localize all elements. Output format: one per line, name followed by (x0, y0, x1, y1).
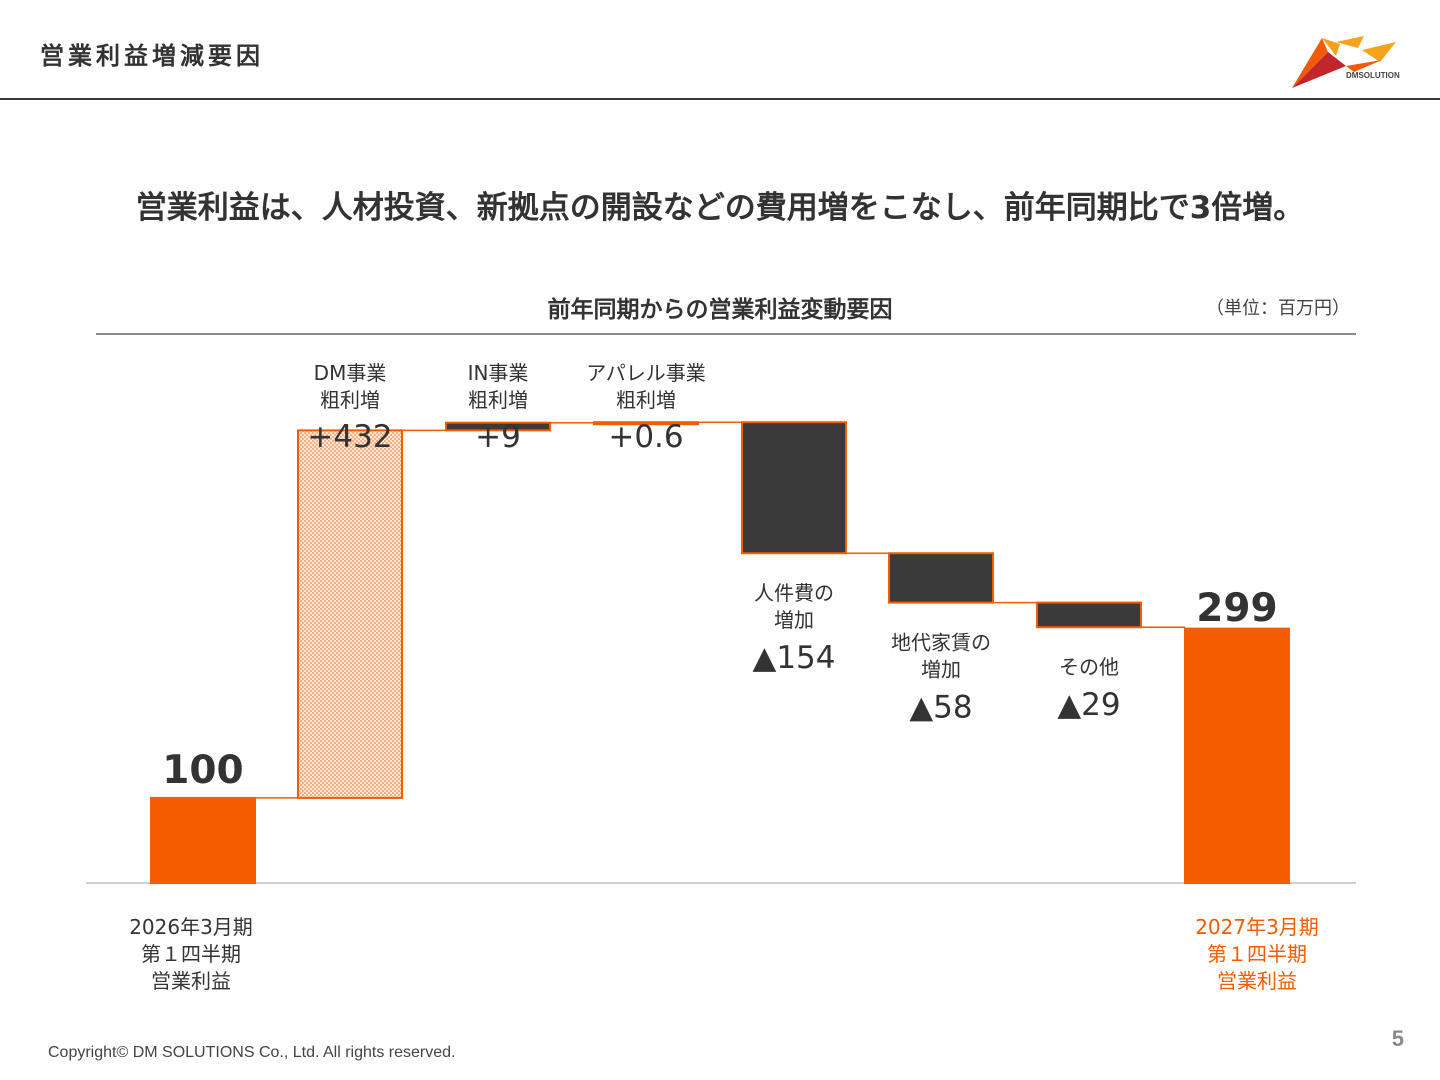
bar-dm (297, 429, 403, 799)
page-number: 5 (1391, 1026, 1404, 1051)
value-label-in: +9 (475, 419, 521, 455)
category-label-rent: 地代家賃の (891, 631, 991, 655)
category-label-start: 2026年3月期 (129, 915, 253, 939)
category-label-end: 2027年3月期 (1195, 915, 1319, 939)
copyright-text: Copyright© DM SOLUTIONS Co., Ltd. All ri… (48, 1044, 456, 1061)
category-label-rent: 増加 (921, 658, 961, 682)
category-label-start: 営業利益 (151, 969, 231, 993)
value-label-apparel: +0.6 (608, 419, 683, 455)
category-label-dm: DM事業 (314, 361, 387, 385)
category-label-personnel: 人件費の (754, 581, 834, 605)
category-label-in: IN事業 (468, 361, 529, 385)
category-label-end: 営業利益 (1217, 969, 1297, 993)
category-label-other: その他 (1059, 655, 1119, 679)
page-title: 営業利益増減要因 (40, 42, 264, 70)
bar-end (1184, 627, 1290, 884)
company-logo: DMSOLUTIONS (1292, 36, 1400, 88)
value-label-end: 299 (1196, 586, 1277, 631)
bar-personnel (741, 421, 847, 555)
chart-title: 前年同期からの営業利益変動要因 (547, 297, 893, 323)
value-label-personnel: ▲154 (752, 640, 835, 676)
unit-label: （単位：百万円） (1206, 298, 1350, 319)
bar-rent (888, 552, 994, 604)
bar-other (1036, 601, 1142, 629)
category-label-apparel: 粗利増 (616, 388, 676, 412)
category-label-in: 粗利増 (468, 388, 528, 412)
bar-in (445, 421, 551, 432)
headline: 営業利益は、人材投資、新拠点の開設などの費用増をこなし、前年同期比で3倍増。 (135, 190, 1305, 226)
bar-start (150, 796, 256, 884)
category-label-personnel: 増加 (774, 608, 814, 632)
value-label-other: ▲29 (1057, 687, 1120, 723)
value-label-rent: ▲58 (909, 690, 972, 726)
category-label-apparel: アパレル事業 (586, 361, 706, 385)
chart-top-divider (96, 333, 1356, 335)
header-divider (0, 98, 1440, 100)
category-label-start: 第１四半期 (141, 942, 241, 966)
value-label-start: 100 (162, 748, 243, 793)
category-label-end: 第１四半期 (1207, 942, 1307, 966)
logo-text: DMSOLUTIONS (1346, 71, 1400, 80)
value-label-dm: +432 (307, 419, 392, 455)
category-label-dm: 粗利増 (320, 388, 380, 412)
